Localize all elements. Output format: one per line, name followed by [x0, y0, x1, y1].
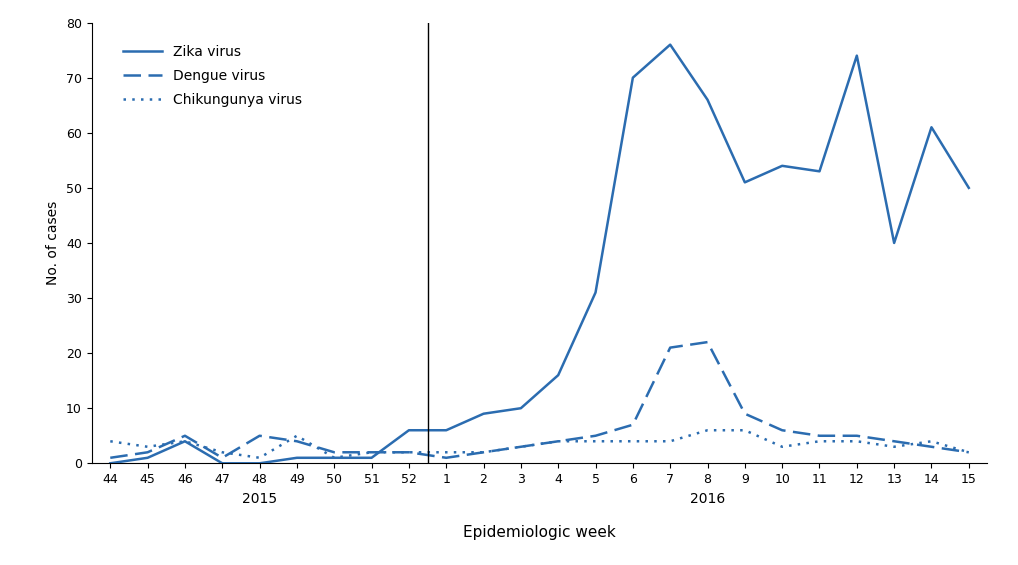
Legend: Zika virus, Dengue virus, Chikungunya virus: Zika virus, Dengue virus, Chikungunya vi… [116, 38, 309, 114]
Text: 2016: 2016 [690, 492, 725, 506]
Y-axis label: No. of cases: No. of cases [47, 201, 60, 285]
Text: 2015: 2015 [242, 492, 277, 506]
X-axis label: Epidemiologic week: Epidemiologic week [463, 525, 616, 540]
